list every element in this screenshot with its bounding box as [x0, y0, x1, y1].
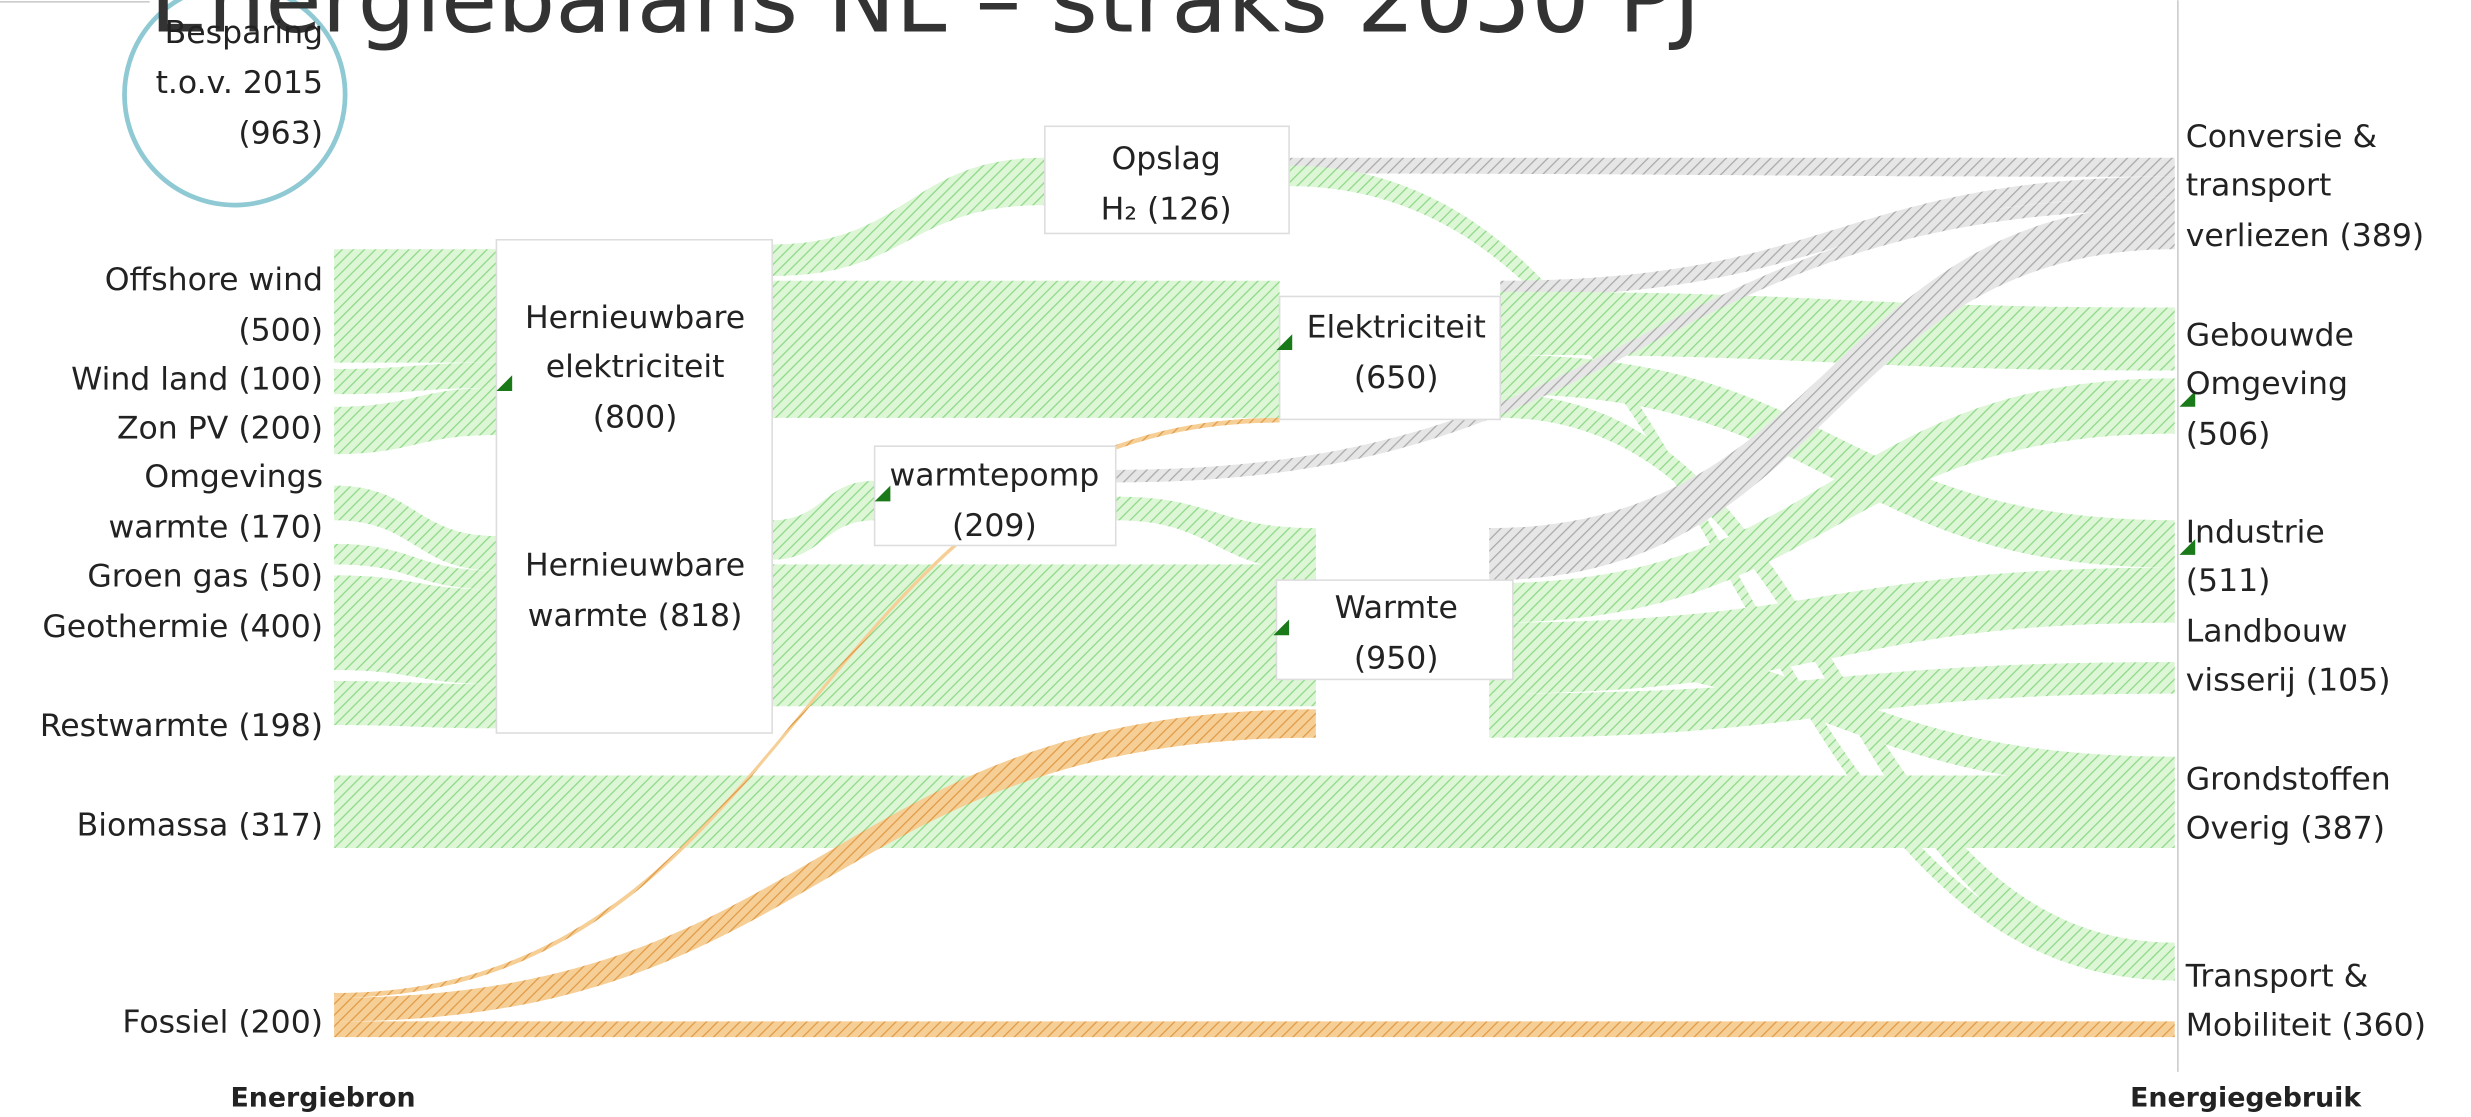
label: visserij (105): [2186, 662, 2391, 698]
flow: [1489, 205, 2175, 581]
labels: Energiebalans NL – straks 2050 PJBespari…: [40, 0, 2426, 1113]
flow: [334, 709, 1316, 1022]
flow: [334, 1021, 2175, 1038]
label: Fossiel (200): [122, 1004, 323, 1040]
flow: [334, 775, 2175, 849]
flow: [1115, 496, 1316, 571]
label: (950): [1354, 640, 1439, 676]
label: Conversie &: [2186, 119, 2377, 155]
flow: [334, 387, 497, 455]
label: Hernieuwbare: [525, 547, 745, 583]
label: elektriciteit: [546, 349, 725, 385]
label: Industrie: [2186, 514, 2325, 550]
label: Zon PV (200): [117, 410, 323, 446]
label: (963): [238, 116, 323, 152]
label: warmte (170): [108, 510, 323, 546]
label: Restwarmte (198): [40, 708, 323, 744]
label: Offshore wind: [105, 262, 323, 298]
title: Energiebalans NL – straks 2050 PJ: [150, 0, 1701, 54]
flow: [772, 564, 1316, 707]
label: verliezen (389): [2186, 218, 2424, 254]
node-box: [873, 445, 1117, 547]
flow: [334, 575, 497, 685]
label: Omgeving: [2186, 366, 2348, 402]
label: Overig (387): [2186, 811, 2385, 847]
nodes: [495, 125, 2196, 734]
flow: [1489, 630, 2175, 789]
flow: [334, 362, 497, 395]
flow: [1289, 157, 2175, 177]
label: Opslag: [1112, 141, 1221, 177]
label: (209): [952, 508, 1037, 544]
node-box: [1275, 579, 1514, 681]
label: H₂ (126): [1101, 191, 1232, 227]
axis-label: Energiebron: [231, 1082, 416, 1113]
node-box: [495, 238, 773, 734]
flow: [772, 157, 1045, 276]
node-marker: [874, 485, 891, 502]
flow: [772, 280, 1280, 418]
label: (800): [593, 399, 678, 435]
label: Geothermie (400): [42, 609, 323, 645]
label: Besparing: [165, 15, 323, 51]
label: (500): [238, 313, 323, 349]
flow: [334, 680, 497, 729]
label: Grondstoffen: [2186, 762, 2391, 798]
label: Warmte: [1335, 590, 1458, 626]
label: Gebouwde: [2186, 317, 2354, 353]
label: Omgevings: [144, 459, 323, 495]
label: Transport &: [2185, 959, 2368, 995]
label: Wind land (100): [71, 361, 323, 397]
label: warmte (818): [528, 598, 743, 634]
node-box: [1044, 125, 1290, 235]
label: (650): [1354, 360, 1439, 396]
savings-circle: [122, 0, 348, 208]
flow: [334, 543, 497, 590]
label: (506): [2186, 417, 2271, 453]
flow: [334, 417, 1280, 998]
flow: [1500, 291, 2175, 371]
label: warmtepomp: [889, 458, 1099, 494]
flow: [334, 485, 497, 571]
label: Landbouw: [2186, 614, 2348, 650]
label: transport: [2186, 168, 2332, 204]
label: (511): [2186, 563, 2271, 599]
label: Elektriciteit: [1307, 309, 1486, 345]
flow: [772, 480, 875, 560]
axis-label: Energiegebruik: [2130, 1082, 2362, 1113]
flow: [1500, 176, 2175, 297]
flows: [334, 157, 2175, 1038]
flow: [1115, 197, 2175, 483]
node-box: [1278, 295, 1502, 421]
node-marker: [1276, 334, 1293, 351]
label: t.o.v. 2015: [156, 65, 323, 101]
flow: [1500, 354, 2175, 568]
label: Biomassa (317): [77, 807, 323, 843]
label: Mobiliteit (360): [2186, 1008, 2426, 1044]
label: Hernieuwbare: [525, 300, 745, 336]
flow: [334, 249, 497, 363]
label: Groen gas (50): [87, 558, 323, 594]
flow: [1489, 378, 2175, 623]
